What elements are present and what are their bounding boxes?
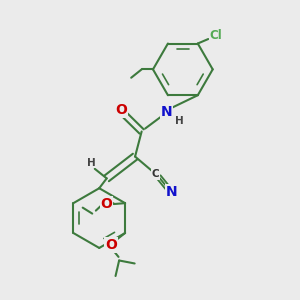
Text: O: O [115,103,127,117]
Text: N: N [160,105,172,119]
Text: Cl: Cl [210,29,222,42]
Text: C: C [152,169,160,179]
Text: H: H [175,116,183,126]
Text: H: H [87,158,96,167]
Text: O: O [105,238,117,252]
Text: N: N [166,185,177,200]
Text: O: O [100,197,112,211]
